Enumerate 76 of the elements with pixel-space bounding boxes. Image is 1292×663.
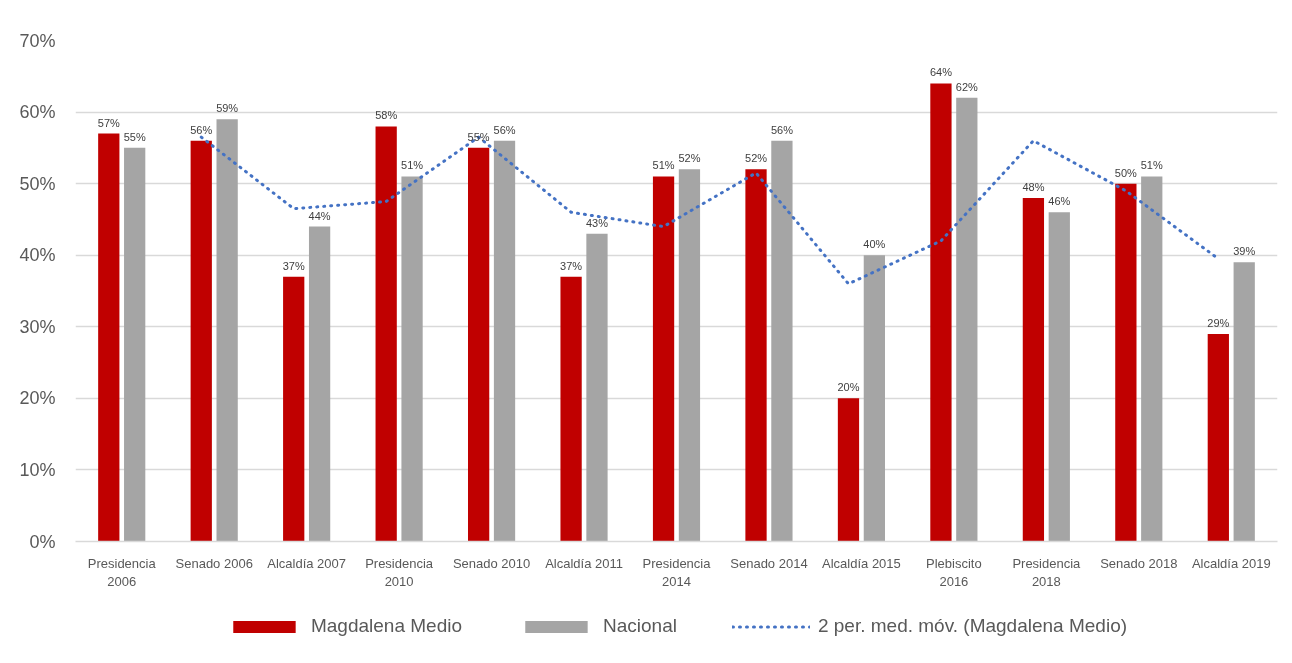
bar bbox=[1233, 262, 1255, 542]
bar bbox=[652, 176, 675, 542]
y-tick-label: 40% bbox=[19, 245, 56, 266]
data-label: 56% bbox=[770, 123, 794, 136]
x-tick-label: Plebiscito 2016 bbox=[926, 555, 982, 589]
y-tick-label: 20% bbox=[19, 388, 56, 409]
bar bbox=[216, 119, 238, 542]
data-label: 20% bbox=[837, 381, 860, 394]
y-tick-label: 50% bbox=[19, 173, 56, 194]
bar bbox=[678, 169, 701, 542]
bar bbox=[863, 255, 885, 542]
bar bbox=[468, 147, 490, 542]
bar bbox=[586, 233, 608, 542]
x-tick-label: Senado 2018 bbox=[1100, 555, 1178, 571]
x-tick-label: Senado 2010 bbox=[452, 555, 531, 571]
data-label: 62% bbox=[955, 80, 979, 93]
bar bbox=[1022, 197, 1045, 542]
x-tick-label: Presidencia 2006 bbox=[87, 555, 157, 589]
y-tick-label: 10% bbox=[19, 459, 56, 480]
bar bbox=[190, 140, 212, 542]
bar bbox=[308, 226, 331, 542]
data-label: 51% bbox=[401, 159, 424, 172]
data-label: 57% bbox=[97, 116, 121, 129]
bar bbox=[930, 83, 952, 542]
bar bbox=[560, 276, 582, 542]
data-label: 39% bbox=[1233, 245, 1256, 258]
bar bbox=[1207, 333, 1229, 542]
data-label: 58% bbox=[375, 109, 398, 122]
data-label: 59% bbox=[216, 102, 239, 115]
data-label: 52% bbox=[745, 152, 768, 165]
data-label: 51% bbox=[652, 159, 675, 172]
bar bbox=[837, 398, 860, 542]
x-tick-label: Alcaldía 2007 bbox=[267, 555, 347, 571]
data-label: 29% bbox=[1207, 316, 1230, 329]
data-label: 44% bbox=[308, 209, 331, 222]
y-tick-label: 30% bbox=[19, 316, 56, 337]
bar bbox=[745, 169, 767, 542]
data-label: 48% bbox=[1022, 180, 1045, 193]
bar bbox=[124, 147, 146, 542]
x-tick-label: Presidencia 2014 bbox=[642, 555, 712, 589]
data-label: 55% bbox=[123, 130, 146, 143]
x-tick-label: Senado 2006 bbox=[175, 555, 253, 571]
data-label: 52% bbox=[678, 152, 701, 165]
x-tick-label: Alcaldía 2015 bbox=[822, 555, 901, 571]
bar bbox=[98, 133, 120, 542]
y-tick-label: 0% bbox=[29, 531, 56, 552]
bar bbox=[493, 140, 516, 542]
x-tick-label: Alcaldía 2019 bbox=[1191, 555, 1271, 571]
x-tick-label: Presidencia 2018 bbox=[1012, 555, 1082, 589]
bar bbox=[283, 276, 305, 542]
data-label: 40% bbox=[863, 238, 886, 251]
y-tick-label: 60% bbox=[19, 102, 56, 123]
legend-label: Nacional bbox=[603, 615, 677, 637]
data-label: 43% bbox=[585, 216, 609, 229]
legend-label: 2 per. med. móv. (Magdalena Medio) bbox=[817, 615, 1128, 637]
bar bbox=[1141, 176, 1163, 542]
bar bbox=[375, 126, 397, 542]
data-label: 37% bbox=[282, 259, 305, 272]
data-label: 56% bbox=[493, 123, 516, 136]
legend-label: Magdalena Medio bbox=[310, 615, 463, 637]
x-tick-label: Senado 2014 bbox=[730, 555, 808, 571]
data-label: 55% bbox=[467, 130, 490, 143]
bar bbox=[401, 176, 423, 542]
data-label: 37% bbox=[560, 259, 583, 272]
x-tick-label: Alcaldía 2011 bbox=[545, 555, 623, 571]
x-tick-label: Presidencia 2010 bbox=[365, 555, 434, 589]
bar bbox=[1048, 212, 1070, 542]
data-label: 50% bbox=[1114, 166, 1138, 179]
data-label: 56% bbox=[190, 123, 213, 136]
bar bbox=[1115, 183, 1137, 542]
bar bbox=[771, 140, 793, 542]
y-tick-label: 70% bbox=[19, 30, 56, 51]
data-label: 46% bbox=[1048, 195, 1071, 208]
data-label: 51% bbox=[1140, 159, 1163, 172]
data-label: 64% bbox=[929, 66, 953, 79]
bar bbox=[956, 97, 978, 542]
